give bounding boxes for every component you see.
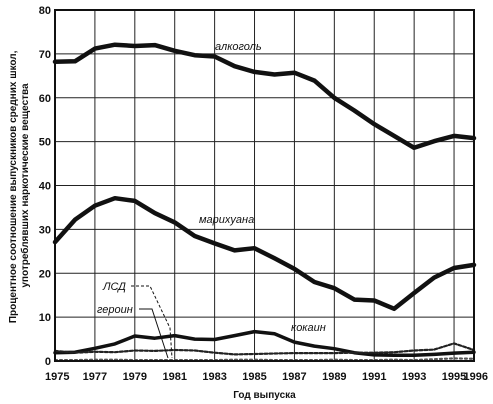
heroin-leader-line (139, 308, 169, 359)
y-tick-labels: 0 10 20 30 40 50 60 70 80 (39, 5, 51, 368)
y-tick-label: 80 (39, 5, 51, 17)
y-tick-label: 40 (39, 181, 51, 193)
x-tick-label: 1983 (202, 371, 226, 383)
y-tick-label: 60 (39, 93, 51, 105)
y-tick-label: 10 (39, 312, 51, 324)
series-label: кокаин (291, 322, 326, 334)
series-line (53, 357, 476, 362)
x-tick-label: 1977 (83, 371, 107, 383)
x-tick-label: 1991 (362, 371, 386, 383)
plot-frame (54, 9, 475, 362)
series-label: героин (97, 304, 133, 316)
y-axis-title-line-1: Процентное соотношение выпускников средн… (8, 50, 19, 323)
x-tick-label: 1979 (123, 371, 147, 383)
y-tick-label: 0 (45, 356, 51, 368)
series-line (52, 42, 477, 151)
series-label: ЛСД (102, 281, 126, 293)
x-axis-title: Год выпуска (233, 390, 296, 401)
x-tick-label: 1981 (162, 371, 186, 383)
x-tick-label: 1989 (322, 371, 346, 383)
series-lines (52, 42, 477, 362)
x-tick-label: 1987 (282, 371, 306, 383)
x-tick-label: 1995 (442, 371, 466, 383)
x-tick-label: 1993 (402, 371, 426, 383)
x-tick-label: 1985 (242, 371, 266, 383)
series-line (53, 342, 476, 356)
y-tick-label: 70 (39, 49, 51, 61)
y-tick-label: 30 (39, 224, 51, 236)
y-axis-title-line-2: употреблявших наркотические вещества (19, 83, 31, 288)
series-label: алкоголь (215, 41, 262, 53)
series-labels: алкоголь марихуана кокаин ЛСД героин (97, 41, 326, 359)
series-line (53, 329, 476, 358)
grid-lines (54, 9, 475, 362)
lsd-leader-line (131, 285, 173, 359)
x-tick-labels: 1975 1977 1979 1981 1983 1985 1987 1989 1991 1993… (45, 371, 488, 383)
y-tick-label: 50 (39, 137, 51, 149)
y-tick-label: 20 (39, 268, 51, 280)
series-line (52, 195, 477, 312)
y-axis-title: Процентное соотношение выпускников средн… (8, 48, 31, 323)
series-label: марихуана (199, 214, 254, 226)
x-tick-label: 1975 (45, 371, 69, 383)
x-tick-label: 1996 (464, 371, 488, 383)
